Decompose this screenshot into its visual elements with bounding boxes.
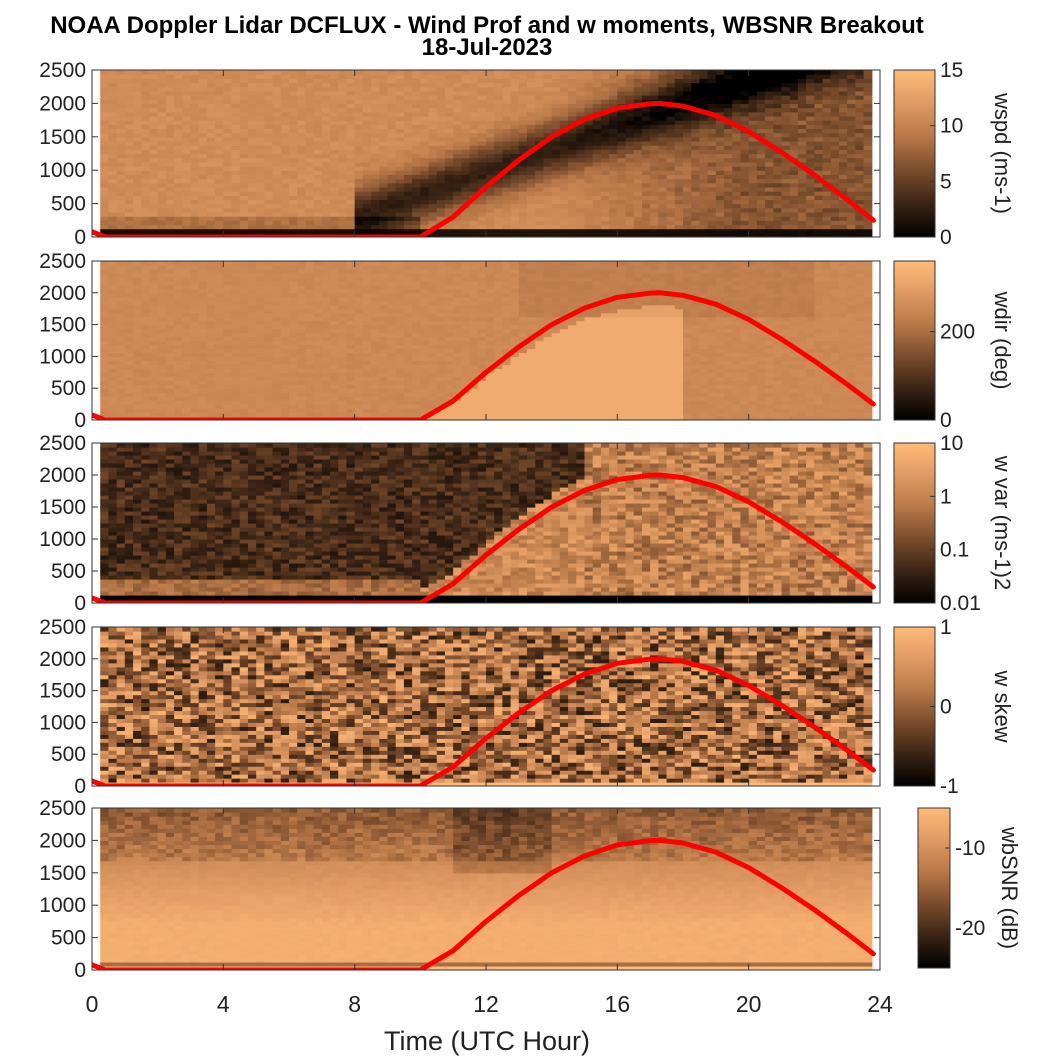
heatmap-w-var (92, 443, 880, 603)
overlay-line-0 (92, 100, 876, 237)
y-tick-label: 500 (51, 927, 86, 950)
colorbar-tick-label: 1 (940, 485, 952, 508)
y-tick-label: 1000 (39, 345, 86, 368)
y-tick-label: 2000 (39, 464, 86, 487)
x-tick-label: 20 (736, 991, 762, 1017)
y-tick-label: 500 (51, 743, 86, 766)
colorbar-tick-label: 10 (940, 115, 963, 138)
colorbar-tick-label: 0.1 (940, 539, 969, 562)
panel-w-var: 0 500 1000 1500 2000 2500 0.01 0.1 1 10 w var (ms-… (39, 432, 1015, 615)
y-tick-label: 2500 (39, 250, 86, 273)
x-axis-label: Time (UTC Hour) (384, 1026, 590, 1056)
figure-title: NOAA Doppler Lidar DCFLUX - Wind Prof an… (50, 12, 924, 39)
x-tick-label: 24 (867, 991, 893, 1017)
colorbar-w-skew (893, 626, 936, 787)
y-tick-label: 2500 (39, 432, 86, 455)
colorbar-label: wbSNR (dB) (997, 826, 1022, 949)
overlay-line-2 (92, 472, 876, 603)
x-tick-label: 4 (217, 991, 230, 1017)
x-axis: 0 4 8 12 16 20 24 (86, 991, 893, 1017)
heatmap-wspd (92, 70, 880, 237)
figure-date: 18-Jul-2023 (422, 34, 553, 61)
heatmap-w-skew (92, 627, 880, 786)
colorbar-w-var (893, 442, 936, 604)
colorbar-tick-label: 5 (940, 170, 952, 193)
y-tick-label: 1500 (39, 862, 86, 885)
y-tick-label: 0 (74, 226, 86, 249)
colorbar-wbSNR (917, 807, 951, 969)
y-tick-label: 0 (74, 592, 86, 615)
y-tick-label: 0 (74, 959, 86, 982)
colorbar-tick-label: 200 (940, 321, 975, 344)
colorbar-wdir (893, 260, 936, 421)
y-tick-label: 0 (74, 409, 86, 432)
y-tick-label: 0 (74, 775, 86, 798)
x-tick-label: 8 (348, 991, 361, 1017)
colorbar-label: w skew (990, 669, 1015, 742)
y-tick-label: 1500 (39, 314, 86, 337)
y-tick-label: 2500 (39, 616, 86, 639)
colorbar-tick-label: 10 (940, 432, 963, 455)
y-tick-label: 500 (51, 377, 86, 400)
panel-wbSNR: 0 500 1000 1500 2000 2500 -20 -10 wbSNR (dB) (39, 797, 1022, 982)
x-tick-label: 16 (605, 991, 631, 1017)
y-tick-label: 1000 (39, 894, 86, 917)
y-tick-label: 500 (51, 560, 86, 583)
y-tick-label: 2000 (39, 648, 86, 671)
x-tick-label: 12 (473, 991, 499, 1017)
colorbar-label: w var (ms-1)2 (990, 455, 1015, 590)
colorbar-tick-label: -10 (955, 837, 985, 860)
y-tick-label: 2000 (39, 92, 86, 115)
colorbar-tick-label: 15 (940, 59, 963, 82)
y-tick-label: 1500 (39, 680, 86, 703)
y-tick-label: 500 (51, 193, 86, 216)
panel-wdir: 0 500 1000 1500 2000 2500 0 200 wdir (deg) (39, 250, 1015, 432)
colorbar-tick-label: 0 (940, 696, 952, 719)
heatmap-wdir (92, 261, 880, 420)
y-tick-label: 2500 (39, 59, 86, 82)
overlay-line-3 (92, 656, 876, 786)
y-tick-label: 1000 (39, 159, 86, 182)
y-tick-label: 1000 (39, 711, 86, 734)
x-tick-label: 0 (86, 991, 99, 1017)
colorbar-label: wdir (deg) (990, 291, 1015, 390)
colorbar-tick-label: -1 (940, 775, 959, 798)
panel-w-skew: 0 500 1000 1500 2000 2500 -1 0 1 w skew (39, 616, 1015, 798)
y-tick-label: 1500 (39, 496, 86, 519)
colorbar-tick-label: 1 (940, 616, 952, 639)
y-tick-label: 2000 (39, 282, 86, 305)
colorbar-label: wspd (ms-1) (990, 92, 1015, 214)
y-tick-label: 1500 (39, 126, 86, 149)
overlay-line-1 (92, 290, 876, 420)
colorbar-tick-label: 0 (940, 409, 952, 432)
y-tick-label: 1000 (39, 528, 86, 551)
heatmap-wbSNR (92, 808, 880, 970)
y-tick-label: 2500 (39, 797, 86, 820)
panel-wspd: 0 500 1000 1500 2000 2500 0 5 10 15 wspd (ms-1) (39, 59, 1015, 249)
colorbar-tick-label: -20 (955, 917, 985, 940)
colorbar-tick-label: 0.01 (940, 592, 981, 615)
overlay-line-4 (92, 837, 876, 970)
colorbar-tick-label: 0 (940, 226, 952, 249)
colorbar-wspd (893, 69, 936, 238)
y-tick-label: 2000 (39, 829, 86, 852)
